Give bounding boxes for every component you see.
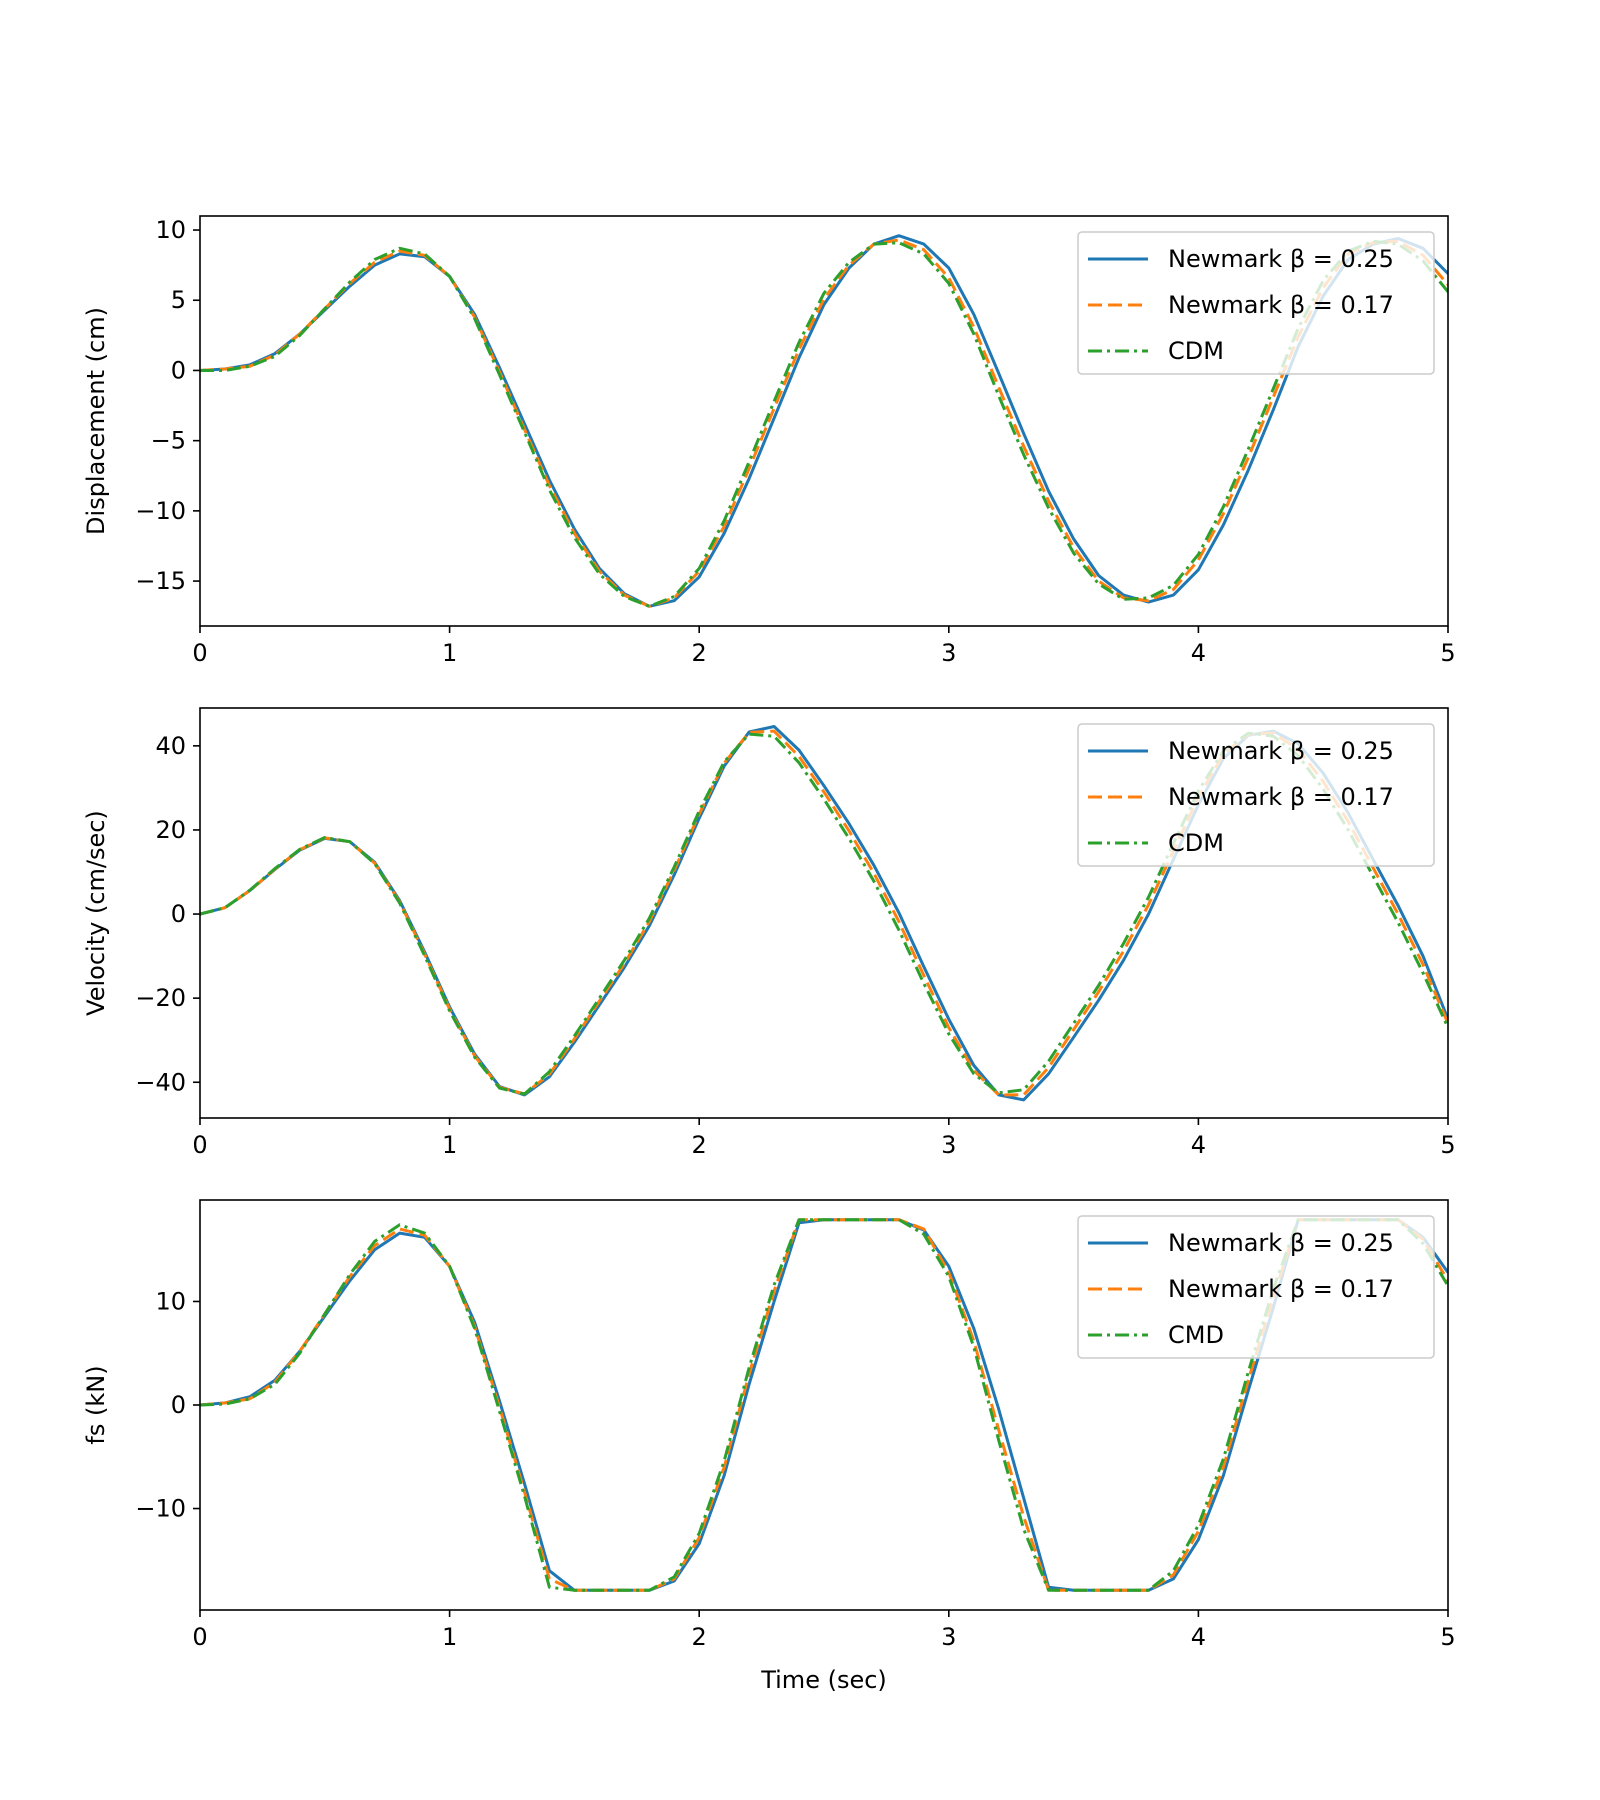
- legend-entry: CMD: [1168, 1321, 1224, 1349]
- legend-entry: Newmark β = 0.17: [1168, 1275, 1394, 1303]
- y-axis-label: fs (kN): [82, 1365, 110, 1444]
- series-line-1: [200, 234, 1448, 608]
- legend-entry: CDM: [1168, 337, 1224, 365]
- legend-box: [1077, 1215, 1435, 1359]
- x-tick-label: 3: [941, 639, 956, 667]
- x-tick-label: 0: [192, 1623, 207, 1651]
- x-tick-label: 0: [192, 639, 207, 667]
- y-tick-label: −15: [135, 567, 186, 595]
- legend-entry: Newmark β = 0.25: [1168, 1229, 1394, 1257]
- x-tick-label: 4: [1191, 1131, 1206, 1159]
- legend-box: [1077, 723, 1435, 867]
- y-tick-label: 5: [171, 286, 186, 314]
- y-tick-label: 20: [155, 816, 186, 844]
- series-group: [200, 1218, 1448, 1592]
- series-line-3: [200, 239, 1448, 608]
- chart-panel-2: 0 1 2 3 4 5 40 20 0 −20 −40 Velocity (cm/sec) Newmar…: [82, 707, 1456, 1159]
- series-line-3: [200, 731, 1448, 1096]
- legend-entry: Newmark β = 0.25: [1168, 737, 1394, 765]
- x-tick-label: 2: [692, 1623, 707, 1651]
- x-tick-label: 5: [1440, 1623, 1455, 1651]
- series-group: [200, 234, 1448, 608]
- x-axis-label: Time (sec): [760, 1666, 887, 1694]
- legend-entry: Newmark β = 0.25: [1168, 245, 1394, 273]
- y-axis-label: Velocity (cm/sec): [82, 810, 110, 1016]
- x-tick-label: 4: [1191, 639, 1206, 667]
- y-tick-label: 0: [171, 900, 186, 928]
- x-tick-label: 3: [941, 1623, 956, 1651]
- legend-entry: Newmark β = 0.17: [1168, 291, 1394, 319]
- y-axis-label: Displacement (cm): [82, 307, 110, 535]
- y-tick-label: 0: [171, 1391, 186, 1419]
- x-tick-label: 5: [1440, 1131, 1455, 1159]
- y-tick-label: 0: [171, 356, 186, 384]
- y-tick-label: 10: [155, 216, 186, 244]
- legend-entry: CDM: [1168, 829, 1224, 857]
- y-tick-label: −10: [135, 1495, 186, 1523]
- plot-frame: [199, 707, 1449, 1119]
- legend: Newmark β = 0.25 Newmark β = 0.17 CMD: [1077, 1215, 1435, 1359]
- legend: Newmark β = 0.25 Newmark β = 0.17 CDM: [1077, 231, 1435, 375]
- x-tick-label: 5: [1440, 639, 1455, 667]
- legend-box: [1077, 231, 1435, 375]
- legend: Newmark β = 0.25 Newmark β = 0.17 CDM: [1077, 723, 1435, 867]
- y-tick-label: −40: [135, 1068, 186, 1096]
- x-tick-label: 1: [442, 639, 457, 667]
- x-tick-label: 1: [442, 1131, 457, 1159]
- plot-frame: [199, 215, 1449, 627]
- x-tick-label: 4: [1191, 1623, 1206, 1651]
- x-tick-label: 2: [692, 639, 707, 667]
- x-tick-label: 0: [192, 1131, 207, 1159]
- y-tick-label: −20: [135, 984, 186, 1012]
- y-tick-label: 40: [155, 732, 186, 760]
- x-tick-label: 1: [442, 1623, 457, 1651]
- legend-entry: Newmark β = 0.17: [1168, 783, 1394, 811]
- series-line-3: [200, 1218, 1448, 1592]
- series-line-2: [200, 238, 1448, 608]
- y-tick-label: −5: [151, 427, 186, 455]
- x-tick-label: 3: [941, 1131, 956, 1159]
- y-tick-label: 10: [155, 1287, 186, 1315]
- y-tick-label: −10: [135, 497, 186, 525]
- chart-panel-3: 0 1 2 3 4 5 10 0 −10 fs (kN) Time (sec) Newmark β =…: [82, 1199, 1456, 1694]
- x-tick-label: 2: [692, 1131, 707, 1159]
- chart-panel-1: 0 1 2 3 4 5 10 5 0 −5 −10 −15 Displacement (cm) Newma…: [82, 215, 1456, 667]
